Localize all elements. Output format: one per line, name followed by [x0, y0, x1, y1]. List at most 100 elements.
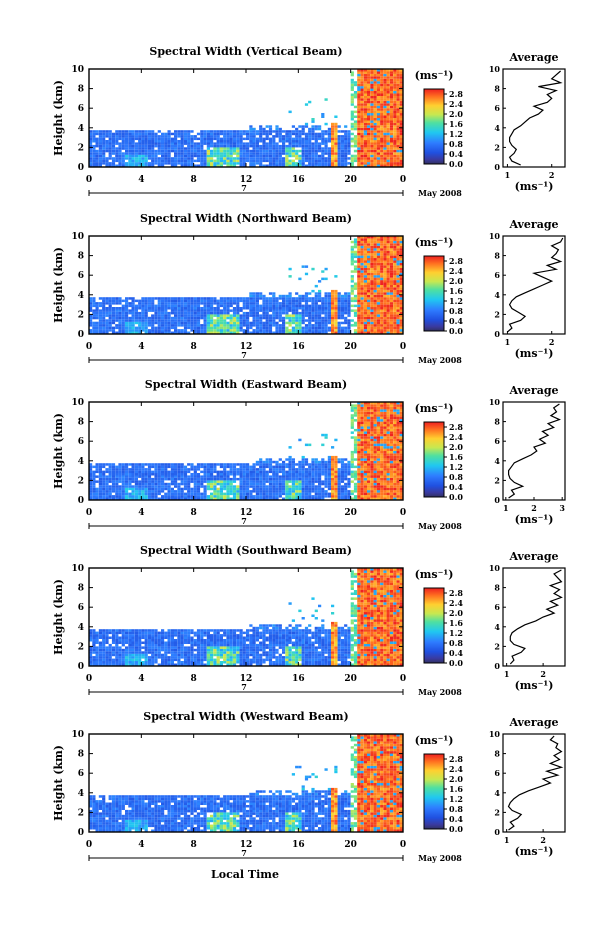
heatmap-cell: [363, 142, 367, 145]
heatmap-cell: [314, 127, 318, 131]
heatmap-cell: [259, 149, 263, 153]
heatmap-field: [89, 69, 403, 167]
heatmap-cell: [360, 154, 364, 158]
heatmap-cell: [249, 297, 253, 300]
heatmap-cell: [154, 142, 158, 145]
heatmap-cell: [167, 329, 171, 332]
heatmap-cell: [180, 465, 184, 469]
heatmap-cell: [89, 142, 93, 145]
heatmap-cell: [187, 137, 191, 141]
heatmap-cell: [367, 144, 371, 148]
heatmap-cell: [115, 130, 119, 133]
heatmap-cell: [311, 480, 315, 483]
heatmap-cell: [187, 319, 191, 322]
heatmap-cell: [334, 314, 338, 317]
heatmap-cell: [340, 314, 345, 317]
heatmap-cell: [370, 159, 374, 163]
heatmap-cell: [318, 294, 322, 298]
panel-title: Spectral Width (Northward Beam): [140, 212, 352, 225]
heatmap-cell: [340, 135, 345, 138]
heatmap-cell: [393, 245, 397, 249]
heatmap-cell: [226, 157, 230, 160]
heatmap-cell: [324, 140, 328, 143]
heatmap-cell: [389, 83, 394, 87]
heatmap-cell: [360, 142, 364, 145]
heatmap-cell: [350, 309, 354, 312]
heatmap-cell: [278, 326, 282, 330]
heatmap-cell: [275, 465, 279, 469]
heatmap-cell: [373, 157, 377, 160]
heatmap-cell: [357, 409, 361, 412]
heatmap-cell: [262, 485, 266, 488]
heatmap-cell: [108, 164, 112, 167]
heatmap-cell: [249, 473, 253, 476]
heatmap-cell: [262, 311, 266, 315]
heatmap-cell: [376, 258, 380, 261]
heatmap-cell: [242, 490, 246, 493]
heatmap-cell: [95, 495, 99, 498]
heatmap-cell: [353, 253, 358, 256]
heatmap-cell: [111, 164, 116, 167]
heatmap-cell: [353, 314, 358, 317]
heatmap-cell: [213, 149, 217, 153]
heatmap-cell: [239, 307, 243, 310]
heatmap-cell: [399, 326, 403, 330]
heatmap-cell: [278, 477, 282, 481]
heatmap-cell: [232, 311, 237, 315]
heatmap-cell: [89, 485, 93, 488]
heatmap-cell: [288, 110, 292, 114]
heatmap-cell: [203, 475, 207, 478]
heatmap-cell: [219, 324, 223, 327]
heatmap-cell: [138, 159, 142, 163]
heatmap-cell: [193, 495, 197, 498]
heatmap-cell: [196, 331, 201, 334]
heatmap-cell: [239, 132, 243, 136]
heatmap-cell: [170, 465, 174, 469]
heatmap-cell: [334, 115, 338, 118]
heatmap-cell: [304, 460, 309, 464]
heatmap-cell: [167, 477, 171, 481]
heatmap-cell: [275, 159, 279, 163]
heatmap-cell: [167, 152, 171, 155]
heatmap-cell: [324, 292, 328, 295]
heatmap-cell: [111, 465, 116, 469]
heatmap-cell: [190, 164, 194, 167]
heatmap-cell: [298, 299, 302, 303]
heatmap-cell: [399, 240, 403, 244]
heatmap-cell: [272, 304, 276, 308]
heatmap-cell: [340, 154, 345, 158]
heatmap-cell: [298, 144, 302, 148]
heatmap-cell: [399, 73, 403, 77]
heatmap-cell: [399, 314, 403, 317]
heatmap-cell: [196, 304, 201, 308]
heatmap-cell: [370, 93, 374, 96]
heatmap-cell: [190, 324, 194, 327]
heatmap-cell: [373, 299, 377, 303]
heatmap-cell: [396, 250, 400, 254]
heatmap-cell: [318, 473, 322, 476]
heatmap-cell: [111, 497, 116, 500]
heatmap-cell: [347, 311, 351, 315]
heatmap-cell: [376, 238, 380, 241]
heatmap-cell: [92, 144, 96, 148]
heatmap-cell: [121, 477, 125, 481]
colorbar-tick-label: 0.8: [449, 306, 463, 316]
heatmap-cell: [262, 309, 266, 312]
heatmap-cell: [360, 135, 364, 138]
heatmap-cell: [177, 497, 181, 500]
heatmap-cell: [288, 460, 292, 464]
heatmap-cell: [337, 157, 341, 160]
heatmap-cell: [380, 287, 384, 290]
heatmap-cell: [229, 497, 233, 500]
heatmap-cell: [255, 159, 259, 163]
heatmap-cell: [304, 473, 309, 476]
heatmap-cell: [147, 307, 152, 310]
heatmap-cell: [383, 149, 387, 153]
heatmap-cell: [108, 468, 112, 471]
heatmap-cell: [285, 147, 289, 150]
heatmap-cell: [367, 76, 371, 79]
heatmap-cell: [285, 309, 289, 312]
heatmap-cell: [138, 324, 142, 327]
heatmap-cell: [288, 162, 292, 165]
heatmap-cell: [144, 152, 148, 155]
